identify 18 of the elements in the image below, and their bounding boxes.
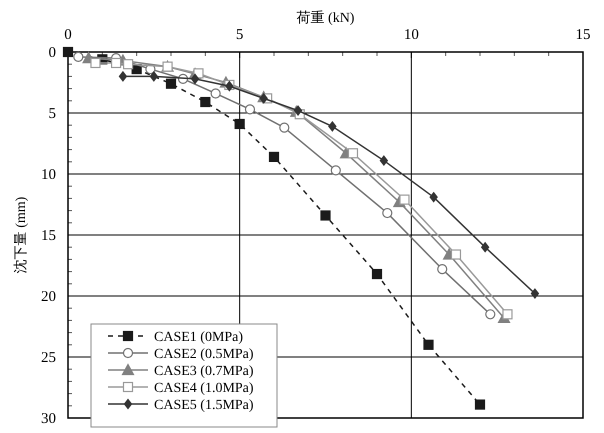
x-tick-label: 15 [576,27,590,43]
legend-label: CASE3 (0.7MPa) [154,364,254,379]
x-tick-label: 5 [236,27,244,43]
y-tick-label: 25 [41,350,56,366]
y-tick-label: 0 [48,45,56,61]
x-tick-label: 0 [64,27,72,43]
legend-label: CASE2 (0.5MPa) [154,347,254,362]
legend-label: CASE5 (1.5MPa) [154,398,254,413]
legend-label: CASE1 (0MPa) [154,330,244,345]
y-tick-label: 20 [41,289,56,305]
y-axis-title: 沈下量 (mm) [13,196,29,274]
y-tick-label: 10 [41,167,56,183]
x-axis-title: 荷重 (kN) [296,10,355,26]
x-tick-label: 10 [404,27,419,43]
legend-label: CASE4 (1.0MPa) [154,381,254,396]
y-tick-label: 15 [41,228,56,244]
y-tick-label: 30 [41,411,56,427]
y-tick-label: 5 [48,106,56,122]
